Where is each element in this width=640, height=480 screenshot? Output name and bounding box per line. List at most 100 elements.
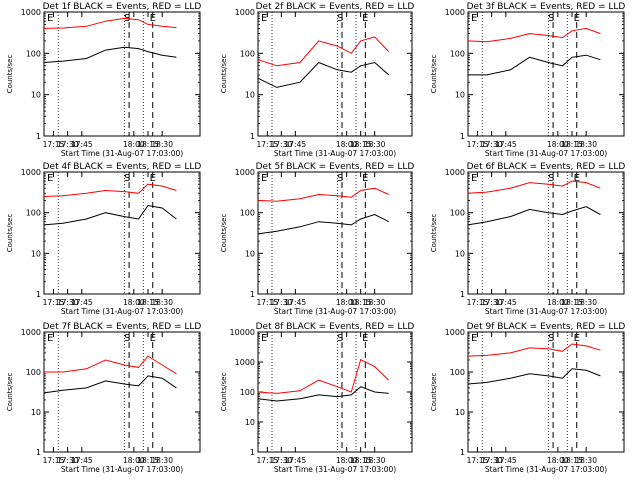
chart-title: Det 2f BLACK = Events, RED = LLD: [256, 2, 415, 12]
x-tick-label: 18:30: [364, 298, 386, 307]
x-tick-label: 17:15: [257, 456, 279, 465]
annotation-label: E: [261, 173, 267, 184]
y-tick-label: 1000: [21, 328, 41, 337]
x-tick-label: 18:00: [123, 298, 145, 307]
y-tick-label: 10000: [230, 328, 255, 337]
y-tick-label: 10: [31, 91, 41, 100]
x-tick-label: 18:15: [350, 140, 372, 149]
y-tick-label: 1: [460, 290, 465, 299]
series-line: [468, 54, 601, 76]
x-axis-label: Start Time (31-Aug-07 17:03:00): [61, 465, 183, 474]
chart-title: Det 8f BLACK = Events, RED = LLD: [256, 322, 415, 332]
y-tick-label: 1000: [235, 168, 255, 177]
chart-panel: Det 6f BLACK = Events, RED = LLD Counts/s…: [430, 162, 625, 316]
x-tick-label: 18:15: [561, 298, 583, 307]
series-line: [43, 375, 177, 394]
x-tick-label: 17:30: [57, 140, 79, 149]
x-tick-label: 18:30: [364, 140, 386, 149]
x-tick-label: 18:30: [575, 456, 597, 465]
annotation-label: S: [337, 173, 343, 184]
x-tick-label: 18:30: [364, 456, 386, 465]
x-axis-label: Start Time (31-Aug-07 17:03:00): [485, 465, 607, 474]
annotation-label: E: [362, 173, 368, 184]
plot-frame: [467, 11, 625, 137]
y-tick-label: 1000: [235, 8, 255, 17]
annotation-label: E: [47, 333, 53, 344]
y-tick-label: 10: [455, 91, 465, 100]
x-tick-label: 18:15: [137, 298, 159, 307]
x-tick-label: 17:45: [285, 456, 307, 465]
y-tick-label: 100: [450, 209, 465, 218]
annotation-label: E: [574, 13, 580, 24]
y-axis-label: Counts/sec: [220, 373, 228, 412]
annotation-label: E: [150, 13, 156, 24]
annotation-label: E: [47, 173, 53, 184]
series-line: [43, 46, 177, 63]
x-axis-label: Start Time (31-Aug-07 17:03:00): [61, 149, 183, 158]
y-axis-label: Counts/sec: [6, 214, 14, 253]
series-line: [257, 36, 390, 67]
x-tick-label: 18:15: [350, 298, 372, 307]
annotation-label: E: [261, 333, 267, 344]
x-tick-label: 17:45: [495, 298, 517, 307]
annotation-label: S: [548, 173, 554, 184]
x-tick-label: 18:30: [575, 298, 597, 307]
plot-frame: [467, 171, 625, 295]
x-axis-label: Start Time (31-Aug-07 17:03:00): [274, 307, 396, 316]
x-axis-label: Start Time (31-Aug-07 17:03:00): [274, 149, 396, 158]
x-tick-label: 18:30: [575, 140, 597, 149]
annotation-label: E: [574, 333, 580, 344]
chart-panel: Det 1f BLACK = Events, RED = LLD Counts/s…: [6, 2, 201, 158]
y-tick-label: 1: [460, 448, 465, 457]
annotation-label: S: [548, 13, 554, 24]
x-tick-label: 18:15: [137, 456, 159, 465]
annotation-label: E: [471, 13, 477, 24]
chart-title: Det 3f BLACK = Events, RED = LLD: [467, 2, 626, 12]
x-tick-label: 18:30: [151, 140, 173, 149]
series-line: [257, 213, 389, 235]
x-tick-label: 18:00: [336, 298, 358, 307]
x-tick-label: 18:00: [123, 456, 145, 465]
plot-frame: [257, 11, 413, 137]
y-tick-label: 1: [36, 448, 41, 457]
annotation-label: E: [47, 13, 53, 24]
annotation-label: E: [362, 333, 368, 344]
y-tick-label: 100: [26, 209, 41, 218]
series-line: [257, 61, 390, 88]
x-tick-label: 18:15: [350, 456, 372, 465]
series-line: [44, 355, 177, 375]
y-tick-label: 10: [31, 408, 41, 417]
y-tick-label: 100: [240, 388, 255, 397]
x-tick-label: 17:15: [43, 456, 65, 465]
series-line: [43, 183, 177, 197]
y-axis-label: Counts/sec: [6, 373, 14, 412]
y-tick-label: 100: [240, 49, 255, 58]
series-line: [467, 180, 601, 194]
y-tick-label: 100: [26, 49, 41, 58]
chart-panel: Det 9f BLACK = Events, RED = LLD Counts/s…: [430, 322, 625, 474]
plot-frame: [257, 171, 413, 295]
x-tick-label: 17:45: [495, 140, 517, 149]
y-tick-label: 1: [250, 132, 255, 141]
x-tick-label: 17:30: [57, 456, 79, 465]
annotation-label: S: [337, 333, 343, 344]
series-line: [467, 343, 601, 357]
annotation-label: E: [471, 173, 477, 184]
y-tick-label: 100: [450, 368, 465, 377]
chart-title: Det 1f BLACK = Events, RED = LLD: [43, 2, 202, 12]
x-tick-label: 17:15: [257, 298, 279, 307]
plot-frame: [43, 11, 201, 137]
x-tick-label: 18:00: [547, 456, 569, 465]
x-tick-label: 18:30: [151, 456, 173, 465]
y-tick-label: 10: [31, 249, 41, 258]
plot-frame: [257, 331, 413, 453]
plot-frame: [467, 331, 625, 453]
x-tick-label: 17:15: [43, 298, 65, 307]
chart-title: Det 5f BLACK = Events, RED = LLD: [256, 162, 415, 172]
chart-panel: Det 4f BLACK = Events, RED = LLD Counts/s…: [6, 162, 201, 316]
annotation-label: E: [150, 173, 156, 184]
x-tick-label: 17:30: [57, 298, 79, 307]
y-axis-label: Counts/sec: [6, 55, 14, 94]
x-tick-label: 17:45: [71, 298, 93, 307]
series-line: [467, 206, 601, 226]
